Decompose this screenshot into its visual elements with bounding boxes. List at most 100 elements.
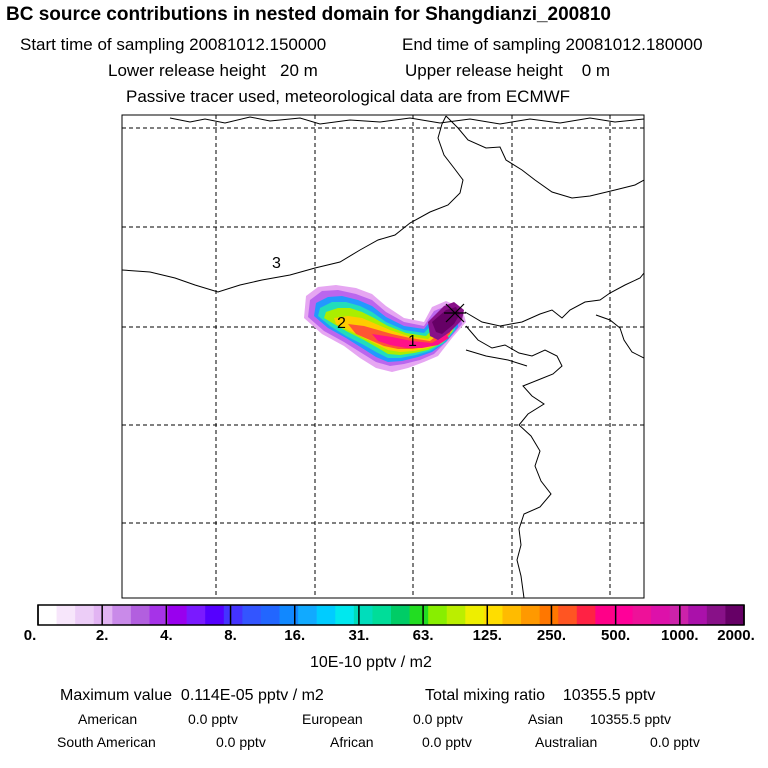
- region-name-european: European: [302, 711, 363, 727]
- total-mixing-value: 10355.5 pptv: [562, 687, 656, 704]
- colorbar-swatch: [558, 605, 578, 625]
- border-line: [445, 115, 644, 199]
- colorbar-tick-label: 16.: [284, 627, 306, 644]
- concentration-plume: [304, 285, 466, 372]
- region-label-1: 1: [408, 333, 417, 350]
- colorbar-swatch: [688, 605, 708, 625]
- colorbar-frame: [37, 604, 745, 626]
- max-value-label: Maximum value: [60, 687, 173, 704]
- colorbar-swatch: [38, 605, 58, 625]
- colorbar-swatch: [632, 605, 652, 625]
- colorbar-swatch: [465, 605, 485, 625]
- region-value-african: 0.0 pptv: [422, 734, 472, 750]
- region-value-american: 0.0 pptv: [188, 711, 238, 727]
- end-time-value: 20081012.180000: [565, 35, 703, 54]
- colorbar-swatch: [595, 605, 615, 625]
- region-value-south-american: 0.0 pptv: [216, 734, 266, 750]
- max-value-line: Maximum value 0.114E-05 pptv / m2: [60, 687, 324, 705]
- start-time-label: Start time of sampling: [20, 35, 185, 54]
- colorbar-swatch: [205, 605, 225, 625]
- border-line: [169, 116, 644, 125]
- colorbar-swatch: [706, 605, 727, 625]
- region-name-african: African: [330, 734, 374, 750]
- colorbar-swatch: [576, 605, 596, 625]
- coastline: [465, 325, 563, 598]
- colorbar-swatch: [260, 605, 281, 625]
- colorbar-swatch: [316, 605, 336, 625]
- colorbar-swatch: [372, 605, 392, 625]
- colorbar-swatch: [112, 605, 132, 625]
- coastline: [464, 272, 644, 327]
- region-name-south-american: South American: [57, 734, 156, 750]
- colorbar-swatch: [353, 605, 374, 625]
- total-mixing-line: Total mixing ratio 10355.5 pptv: [425, 687, 655, 705]
- region-name-american: American: [78, 711, 138, 727]
- x-cross-icon: [444, 303, 466, 323]
- map-frame: [121, 114, 645, 599]
- colorbar-tick-label: 125.: [472, 627, 502, 644]
- region-label-3: 3: [272, 255, 281, 272]
- upper-release-label: Upper release height: [405, 61, 563, 80]
- colorbar-swatch: [56, 605, 76, 625]
- colorbar-swatch: [75, 605, 95, 625]
- colorbar-tick-label: 2.: [95, 627, 109, 644]
- colorbar-swatch: [223, 605, 243, 625]
- colorbar-swatch: [335, 605, 355, 625]
- coastlines: [122, 115, 644, 598]
- total-mixing-label: Total mixing ratio: [425, 687, 546, 704]
- colorbar-swatch: [539, 605, 559, 625]
- colorbar-tick-label: 8.: [224, 627, 237, 644]
- region-name-australian: Australian: [535, 734, 598, 750]
- colorbar-swatch: [502, 605, 522, 625]
- start-time-line: Start time of sampling 20081012.150000: [20, 35, 326, 55]
- colorbar-unit: 10E-10 pptv / m2: [310, 654, 432, 671]
- lower-release-value: 20 m: [280, 61, 318, 80]
- colorbar-tick-label: 250.: [536, 627, 567, 644]
- upper-release-value: 0 m: [581, 61, 611, 80]
- coastline: [595, 314, 644, 359]
- page-title: BC source contributions in nested domain…: [6, 4, 611, 25]
- colorbar-swatch: [242, 605, 262, 625]
- colorbar-swatch: [725, 605, 745, 625]
- colorbar-swatch: [409, 605, 429, 625]
- graticule: 3 2 1: [122, 115, 644, 598]
- upper-release-line: Upper release height 0 m: [405, 61, 610, 81]
- colorbar-tick-label: 4.: [160, 627, 173, 644]
- colorbar-tick-label: 0.: [23, 627, 37, 644]
- lower-release-label: Lower release height: [108, 61, 266, 80]
- colorbar-swatch: [186, 605, 206, 625]
- end-time-line: End time of sampling 20081012.180000: [402, 35, 703, 55]
- colorbar-tick-label: 2000.: [717, 627, 755, 644]
- colorbar: [37, 605, 745, 625]
- colorbar-swatch: [391, 605, 411, 625]
- max-value: 0.114E-05 pptv / m2: [180, 687, 324, 704]
- colorbar-swatch: [168, 605, 188, 625]
- tracer-note: Passive tracer used, meteorological data…: [126, 87, 571, 106]
- colorbar-swatch: [93, 605, 113, 625]
- colorbar-tick-label: 1000.: [661, 627, 699, 644]
- region-value-european: 0.0 pptv: [413, 711, 463, 727]
- colorbar-swatch: [149, 605, 169, 625]
- colorbar-swatch: [298, 605, 318, 625]
- region-name-asian: Asian: [528, 711, 564, 727]
- colorbar-tick-label: 500.: [601, 627, 631, 644]
- colorbar-tick-label: 63.: [412, 627, 434, 644]
- colorbar-swatch: [279, 605, 299, 625]
- region-value-australian: 0.0 pptv: [650, 734, 700, 750]
- lower-release-line: Lower release height 20 m: [108, 61, 318, 81]
- coastline: [465, 349, 528, 367]
- colorbar-swatch: [428, 605, 448, 625]
- start-time-value: 20081012.150000: [189, 35, 327, 54]
- colorbar-swatch: [130, 605, 151, 625]
- border-line: [122, 115, 464, 293]
- region-value-asian: 10355.5 pptv: [590, 711, 671, 727]
- region-label-2: 2: [337, 315, 346, 332]
- colorbar-swatch: [483, 605, 504, 625]
- colorbar-swatch: [651, 605, 671, 625]
- colorbar-swatch: [446, 605, 466, 625]
- end-time-label: End time of sampling: [402, 35, 561, 54]
- colorbar-tick-label: 31.: [348, 627, 370, 644]
- colorbar-swatch: [521, 605, 541, 625]
- colorbar-swatch: [613, 605, 634, 625]
